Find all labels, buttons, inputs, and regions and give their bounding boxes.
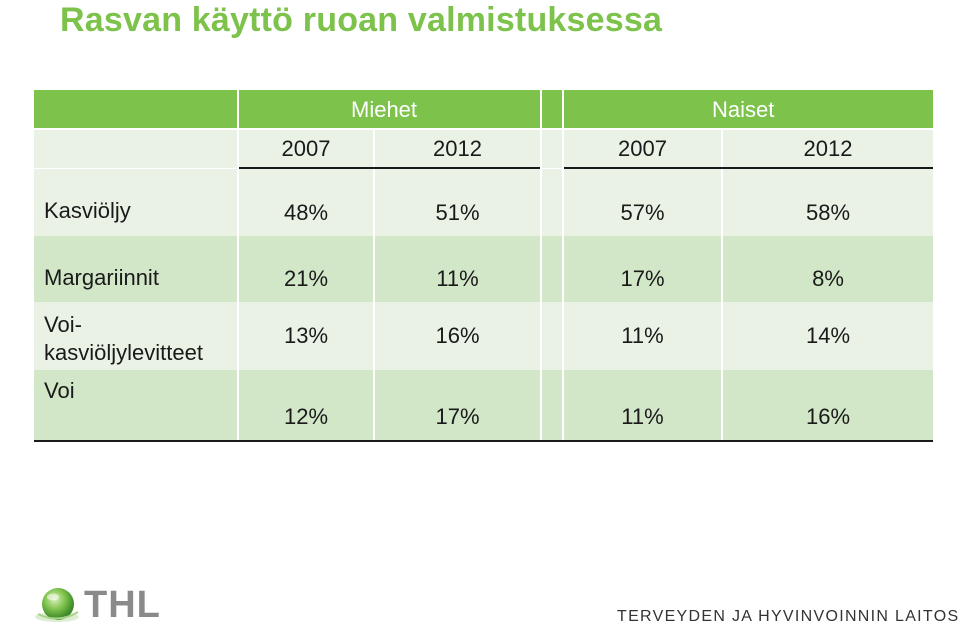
row-label: Voi- kasviöljylevitteet — [44, 312, 203, 365]
year-header-miehet-2012: 2012 — [433, 136, 482, 161]
group-label-miehet: Miehet — [351, 97, 418, 122]
cell-value: 58% — [805, 200, 851, 225]
group-label-naiset: Naiset — [712, 97, 775, 122]
cell-value: 11% — [436, 266, 479, 291]
year-row-divider — [237, 130, 239, 168]
cell-value: 11% — [621, 404, 664, 429]
cell-value: 17% — [435, 404, 480, 429]
table-row — [34, 370, 933, 440]
year-row-divider — [721, 130, 723, 168]
thl-logo: THL — [34, 584, 174, 632]
column-divider — [237, 169, 239, 440]
thl-globe-icon — [35, 588, 79, 622]
year-row-divider — [540, 130, 542, 168]
cell-value: 8% — [812, 266, 844, 291]
year-header-naiset-2012: 2012 — [803, 136, 853, 161]
table-row — [34, 302, 933, 370]
year-header-naiset-2007: 2007 — [618, 136, 667, 161]
row-label: Kasviöljy — [44, 198, 131, 223]
table-row — [34, 169, 933, 236]
header-divider — [237, 90, 239, 128]
year-row-divider — [373, 130, 375, 168]
cell-value: 48% — [283, 200, 329, 225]
year-underline — [564, 167, 933, 169]
cell-value: 21% — [283, 266, 329, 291]
cell-value: 16% — [435, 323, 480, 348]
header-divider — [562, 90, 564, 128]
cell-value: 17% — [620, 266, 665, 291]
column-divider — [373, 169, 375, 440]
cell-value: 11% — [621, 323, 664, 348]
year-row-bg — [34, 130, 933, 168]
year-row-divider — [562, 130, 564, 168]
column-divider — [721, 169, 723, 440]
table-bottom-rule — [34, 440, 933, 442]
cell-value: 57% — [620, 200, 665, 225]
cell-value: 13% — [283, 323, 329, 348]
year-underline — [239, 167, 540, 169]
year-header-miehet-2007: 2007 — [281, 136, 331, 161]
institute-name: TERVEYDEN JA HYVINVOINNIN LAITOS — [617, 608, 960, 625]
header-band — [34, 90, 933, 128]
thl-logo-text: THL — [84, 584, 161, 626]
header-divider — [540, 90, 542, 128]
cell-value: 14% — [805, 323, 851, 348]
row-label: Margariinnit — [44, 265, 159, 290]
table-row — [34, 236, 933, 302]
column-divider — [562, 169, 564, 440]
cell-value: 12% — [283, 404, 329, 429]
slide-title: Rasvan käyttö ruoan valmistuksessa — [60, 1, 663, 39]
row-label: Voi — [44, 378, 75, 403]
cell-value: 16% — [805, 404, 851, 429]
cell-value: 51% — [435, 200, 480, 225]
column-divider — [540, 169, 542, 440]
